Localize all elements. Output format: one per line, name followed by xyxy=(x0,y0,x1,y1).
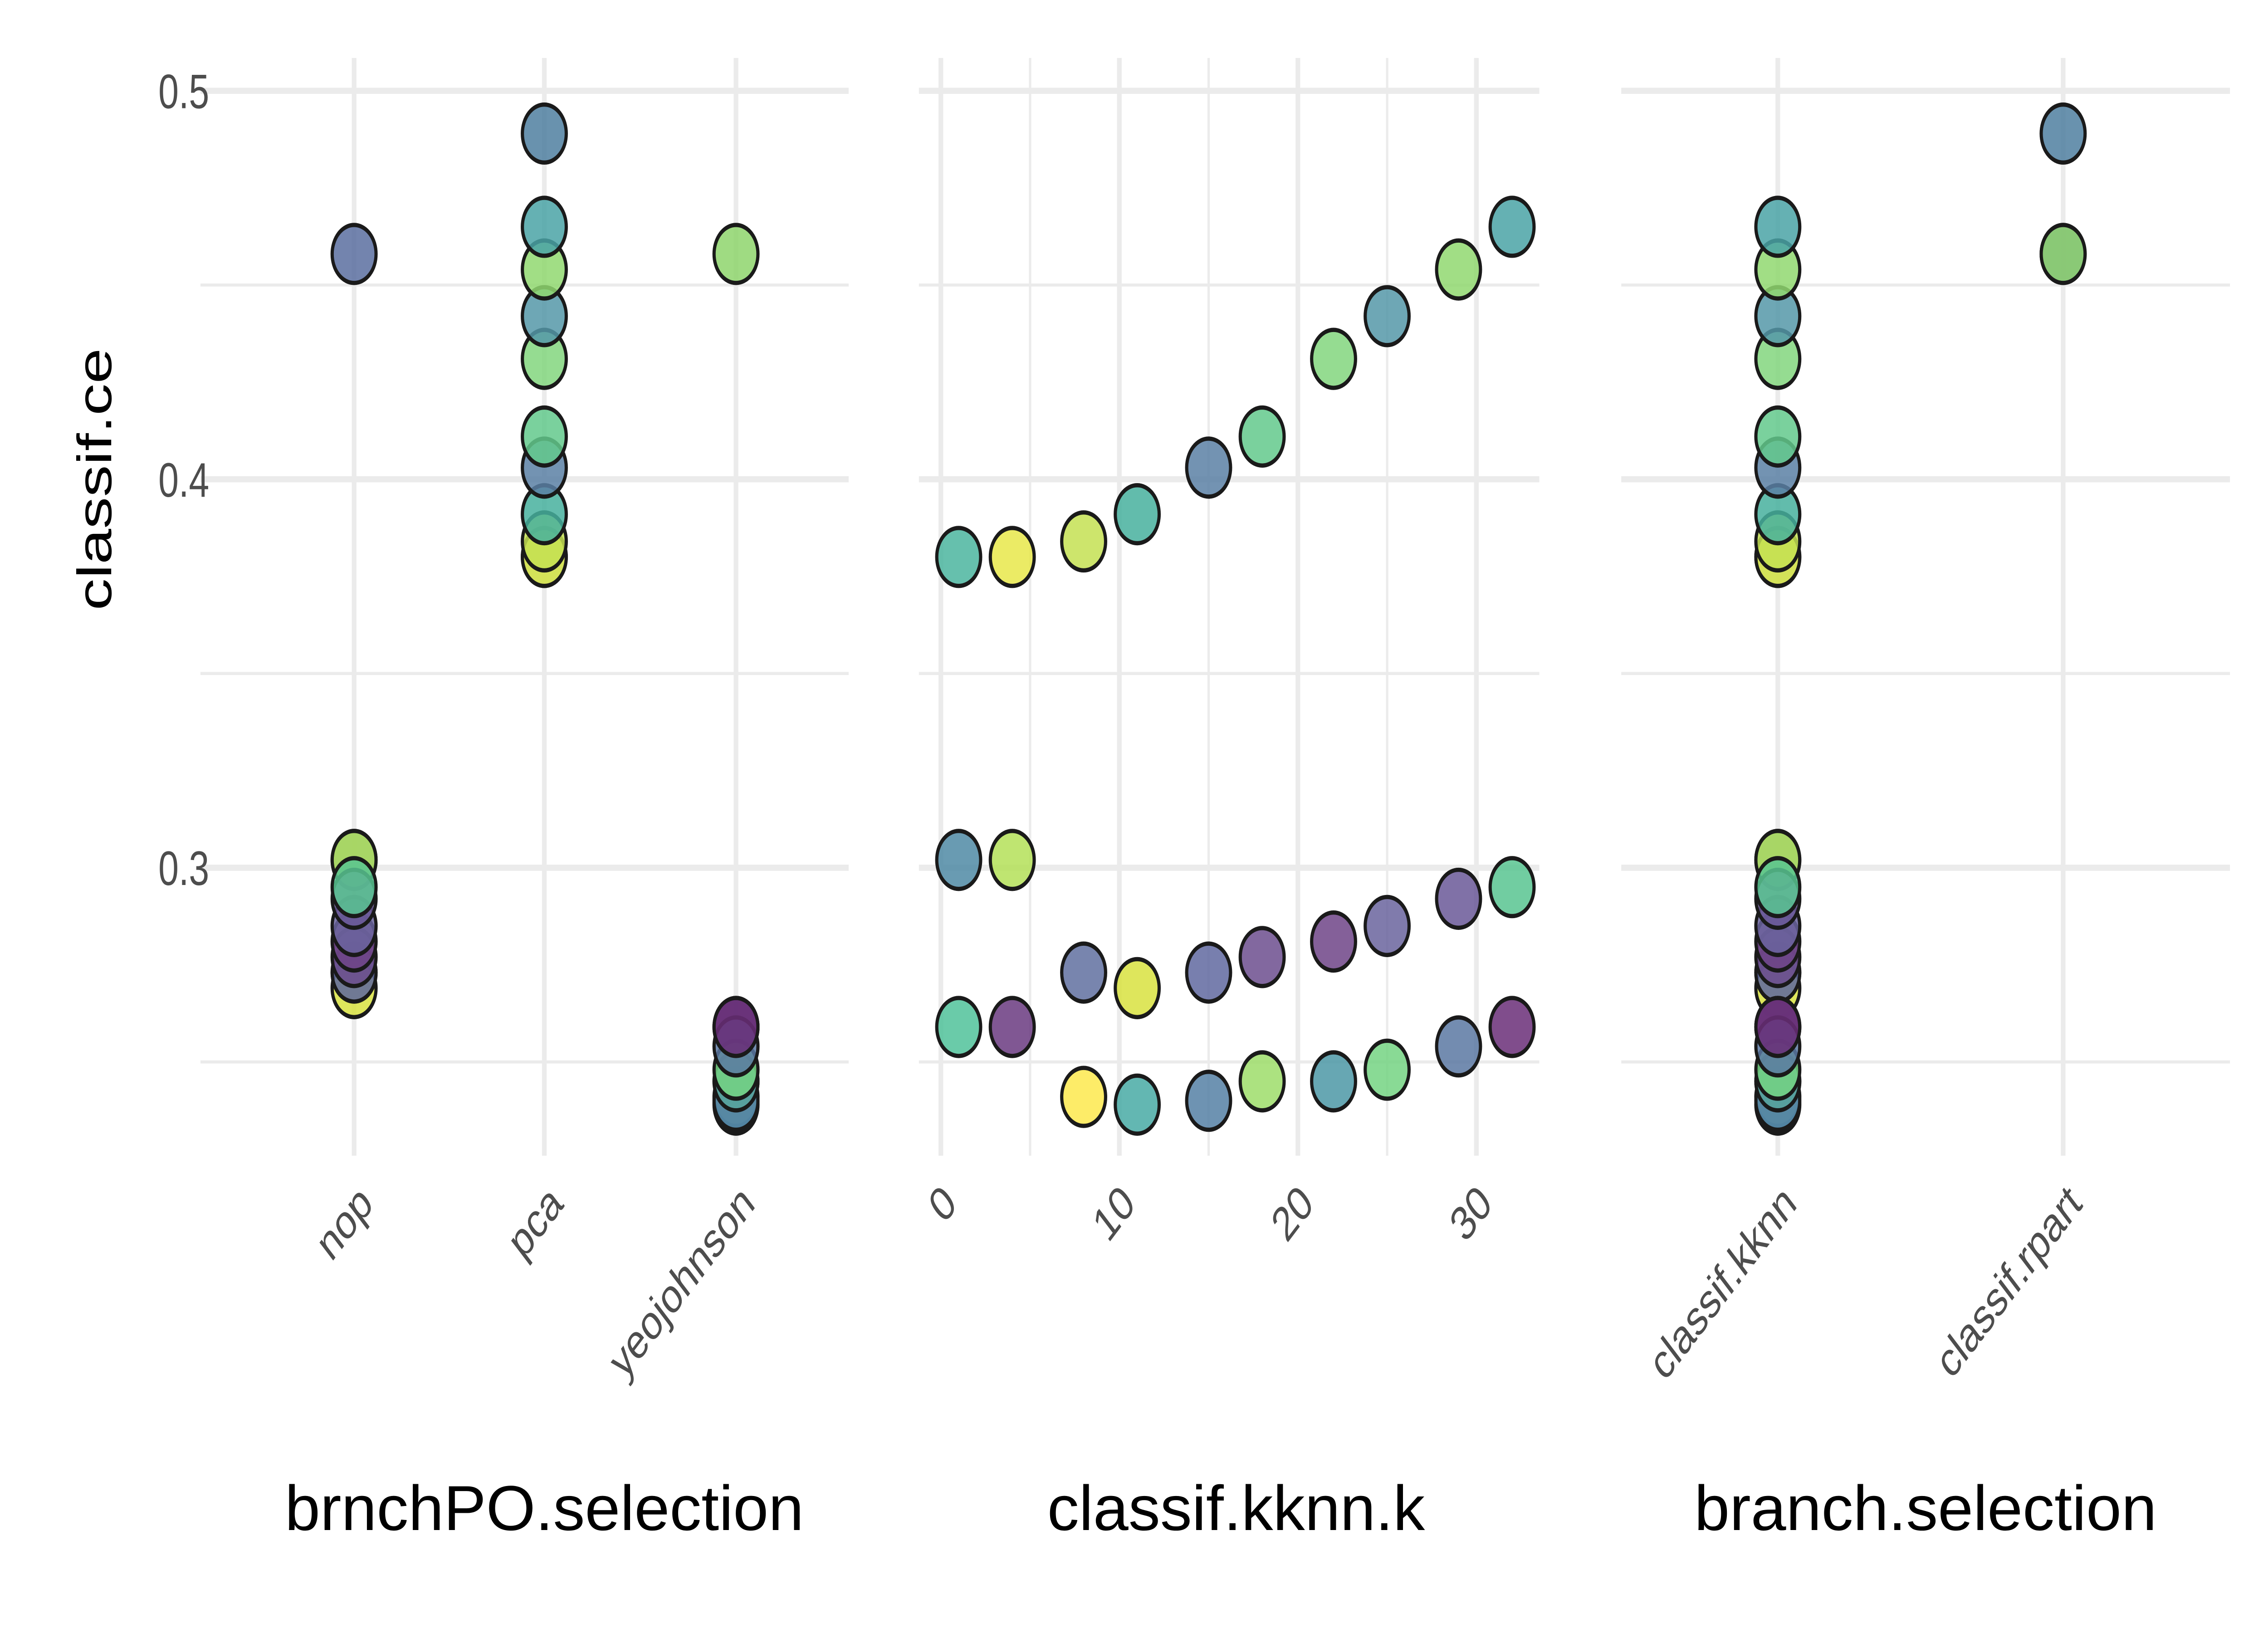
data-point xyxy=(330,856,378,919)
x-axis-title-brnchpo: brnchPO.selection xyxy=(285,1472,804,1544)
x-tick-label: pca xyxy=(500,1175,571,1268)
x-tick-label: 0 xyxy=(921,1175,964,1232)
x-tick-label: 30 xyxy=(1442,1175,1500,1252)
points xyxy=(330,102,2087,1136)
data-point xyxy=(521,196,568,258)
x-axis-title-kknn-k: classif.kknn.k xyxy=(1047,1472,1425,1544)
data-point xyxy=(935,996,982,1058)
y-tick-label: 0.3 xyxy=(158,841,209,896)
y-tick-label: 0.5 xyxy=(158,65,209,119)
data-point xyxy=(988,996,1036,1058)
data-point xyxy=(1364,285,1411,347)
data-point xyxy=(1238,1050,1286,1113)
x-tick-label: 20 xyxy=(1263,1175,1321,1252)
data-point xyxy=(935,526,982,588)
data-point xyxy=(1488,196,1536,258)
data-point xyxy=(1754,996,1802,1058)
data-point xyxy=(1364,895,1411,957)
x-tick-label: nop xyxy=(308,1175,380,1271)
data-point xyxy=(988,526,1036,588)
data-point xyxy=(1238,926,1286,988)
data-point xyxy=(1060,941,1107,1004)
data-point xyxy=(935,829,982,891)
data-point xyxy=(1754,405,1802,468)
data-point xyxy=(521,405,568,468)
x-tick-label: classif.rpart xyxy=(1928,1175,2089,1388)
data-point xyxy=(1435,1015,1482,1078)
data-point xyxy=(712,223,760,285)
data-point xyxy=(1364,1038,1411,1101)
data-point xyxy=(1310,328,1357,390)
data-point xyxy=(1060,1066,1107,1128)
data-point xyxy=(1310,1050,1357,1113)
data-point xyxy=(1754,856,1802,919)
data-point xyxy=(1435,867,1482,930)
y-axis-title: classif.ce xyxy=(68,348,122,611)
data-point xyxy=(1488,996,1536,1058)
data-point xyxy=(1185,1070,1232,1132)
data-point xyxy=(1435,238,1482,301)
data-point xyxy=(988,829,1036,891)
data-point xyxy=(1754,196,1802,258)
data-point xyxy=(1185,436,1232,499)
x-tick-label: classif.kknn xyxy=(1642,1175,1804,1390)
data-point xyxy=(1114,483,1161,546)
data-point xyxy=(712,996,760,1058)
y-tick-label: 0.4 xyxy=(158,453,209,508)
data-point xyxy=(1060,510,1107,573)
data-point xyxy=(1310,910,1357,973)
data-point xyxy=(1238,405,1286,468)
data-point xyxy=(330,223,378,285)
data-point xyxy=(1185,941,1232,1004)
data-point xyxy=(2039,102,2087,165)
data-point xyxy=(521,102,568,165)
data-point xyxy=(1114,1073,1161,1136)
data-point xyxy=(1488,856,1536,919)
x-axis-title-branch: branch.selection xyxy=(1694,1472,2157,1544)
x-tick-label: yeojohnson xyxy=(601,1175,763,1389)
x-tick-label: 10 xyxy=(1085,1175,1143,1252)
data-point xyxy=(2039,223,2087,285)
data-point xyxy=(1114,957,1161,1019)
